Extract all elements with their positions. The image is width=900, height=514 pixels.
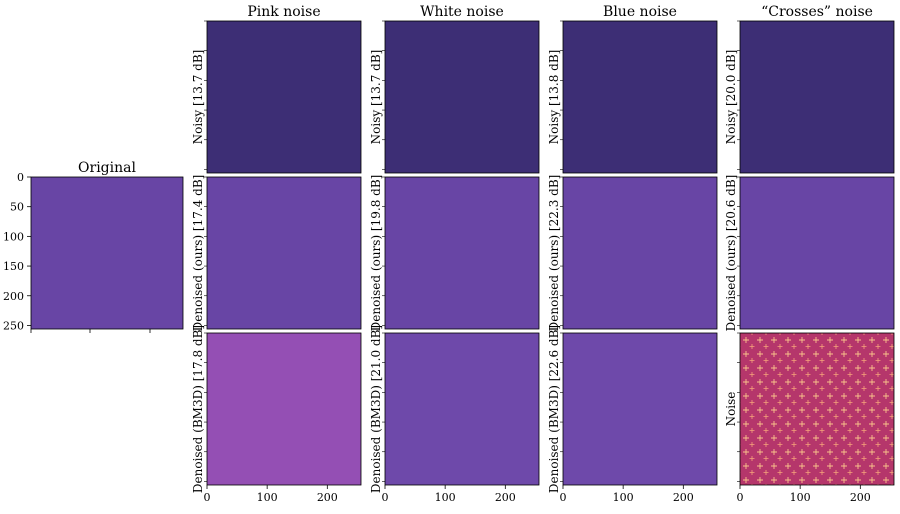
column-title: White noise (420, 4, 504, 20)
column-2: Blue noise Noisy [13.8 dB] Denoised (ours)… (547, 4, 718, 504)
panel-frame (562, 332, 718, 486)
row-label: Denoised (BM3D) [22.6 dB] (547, 325, 561, 493)
x-tick-label: 0 (737, 491, 744, 504)
panel-blur: Denoised (BM3D) [17.8 dB] (191, 325, 362, 493)
x-axis: 0 100 200 (737, 485, 871, 504)
panel-image (563, 333, 717, 485)
panel-noisy: Noisy [13.7 dB] (191, 20, 362, 174)
column-3: “Crosses” noise Noisy [20.0 dB] Denoised (… (724, 4, 895, 504)
x-tick-label: 200 (673, 491, 694, 504)
panel-frame (206, 176, 362, 330)
panel-image (385, 21, 539, 173)
x-tick-label: 200 (850, 491, 871, 504)
panel-image (207, 333, 361, 485)
panel-frame (562, 176, 718, 330)
panel-frame (384, 176, 540, 330)
panel-noisy: Noisy [13.7 dB] (369, 20, 540, 174)
x-axis: 0 100 200 (382, 485, 516, 504)
original-y-axis: 0 50 100 150 200 250 (3, 171, 31, 332)
panel-denoised: Denoised (ours) [19.8 dB] (369, 175, 540, 332)
row-label: Denoised (ours) [20.6 dB] (724, 175, 738, 332)
panel-bm3d: Denoised (BM3D) [21.0 dB] (369, 325, 540, 493)
x-tick-label: 0 (382, 491, 389, 504)
x-tick-label: 200 (317, 491, 338, 504)
panel-frame (739, 176, 895, 330)
panel-frame (206, 20, 362, 174)
x-tick-label: 100 (613, 491, 634, 504)
column-1: White noise Noisy [13.7 dB] Denoised (ours… (369, 4, 540, 504)
panel-crosses: Noise (724, 332, 895, 486)
panel-noisy: Noisy [20.0 dB] (724, 20, 895, 174)
panel-denoised: Denoised (ours) [22.3 dB] (547, 175, 718, 332)
row-label: Noisy [13.8 dB] (547, 50, 561, 145)
original-y-tick-label: 50 (10, 201, 24, 214)
row-label: Noisy [13.7 dB] (191, 50, 205, 145)
noise-image (740, 333, 894, 485)
panel-frame (739, 20, 895, 174)
x-axis: 0 100 200 (204, 485, 338, 504)
row-label: Denoised (BM3D) [21.0 dB] (369, 325, 383, 493)
panel-frame (739, 332, 895, 486)
row-label: Noisy [13.7 dB] (369, 50, 383, 145)
panel-frame (384, 332, 540, 486)
original-y-tick-label: 0 (17, 171, 24, 184)
row-label: Noise (724, 392, 738, 427)
panel-frame (562, 20, 718, 174)
column-title: “Crosses” noise (761, 4, 873, 20)
column-title: Pink noise (247, 4, 320, 20)
panel-frame (384, 20, 540, 174)
x-tick-label: 100 (257, 491, 278, 504)
x-tick-label: 0 (204, 491, 211, 504)
row-label: Denoised (ours) [17.4 dB] (191, 175, 205, 332)
panel-denoised: Denoised (ours) [17.4 dB] (191, 175, 362, 332)
x-tick-label: 0 (560, 491, 567, 504)
original-panel: Original 0 50 100 150 200 250 (3, 160, 184, 333)
x-tick-label: 100 (435, 491, 456, 504)
panel-image (563, 21, 717, 173)
column-title: Blue noise (603, 4, 677, 20)
panel-image (385, 177, 539, 329)
row-label: Denoised (ours) [22.3 dB] (547, 175, 561, 332)
row-label: Denoised (BM3D) [17.8 dB] (191, 325, 205, 493)
x-tick-label: 200 (495, 491, 516, 504)
panel-image (563, 177, 717, 329)
column-0: Pink noise Noisy [13.7 dB] Denoised (ours)… (191, 4, 362, 504)
panel-image (207, 177, 361, 329)
panel-image (740, 177, 894, 329)
original-y-tick-label: 150 (3, 260, 24, 273)
comparison-grid: Pink noise Noisy [13.7 dB] Denoised (ours)… (191, 4, 895, 504)
panel-frame (206, 332, 362, 486)
original-x-ticks (30, 329, 151, 333)
panel-noisy: Noisy [13.8 dB] (547, 20, 718, 174)
x-tick-label: 100 (790, 491, 811, 504)
original-image (30, 176, 184, 330)
original-y-tick-label: 200 (3, 290, 24, 303)
original-title: Original (78, 160, 136, 176)
x-axis: 0 100 200 (560, 485, 694, 504)
panel-image (207, 21, 361, 173)
row-label: Denoised (ours) [19.8 dB] (369, 175, 383, 332)
original-y-tick-label: 100 (3, 230, 24, 243)
panel-image (740, 21, 894, 173)
row-label: Noisy [20.0 dB] (724, 50, 738, 145)
panel-denoised: Denoised (ours) [20.6 dB] (724, 175, 895, 332)
panel-bm3d: Denoised (BM3D) [22.6 dB] (547, 325, 718, 493)
original-y-tick-label: 250 (3, 319, 24, 332)
panel-image (385, 333, 539, 485)
